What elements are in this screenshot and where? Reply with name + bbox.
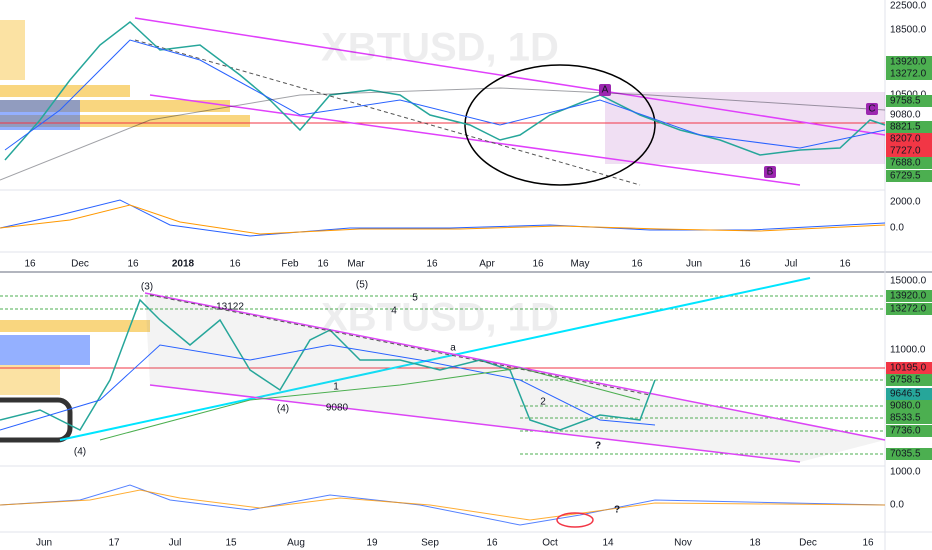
annotation: 13122 [216, 302, 244, 313]
price-badge [886, 362, 932, 374]
price-label: 7688.0 [890, 158, 921, 169]
time-label: 16 [426, 259, 438, 270]
price-label: 8533.5 [890, 413, 921, 424]
wave-label: B [767, 167, 774, 178]
time-label: Sep [421, 538, 439, 549]
time-label: 15 [225, 538, 237, 549]
price-label: 7727.0 [890, 146, 921, 157]
price-label: 9758.5 [890, 96, 921, 107]
time-label: 16 [486, 538, 498, 549]
time-label: Dec [799, 538, 817, 549]
time-label: Oct [542, 538, 558, 549]
price-badge [886, 170, 932, 182]
price-label: 9080.0 [890, 401, 921, 412]
time-label: 16 [229, 259, 241, 270]
wave-badge [866, 103, 878, 115]
time-label: Jul [169, 538, 182, 549]
price-badge [886, 388, 932, 400]
time-label: May [571, 259, 590, 270]
price-badge [886, 400, 932, 412]
time-label: 16 [317, 259, 329, 270]
price-label: 0.0 [890, 500, 904, 511]
price-badge [886, 303, 932, 315]
time-label: 16 [532, 259, 544, 270]
price-badge [886, 412, 932, 424]
time-label: 16 [739, 259, 751, 270]
time-label: 18 [749, 538, 761, 549]
price-label: 13272.0 [890, 69, 927, 80]
price-label: 7736.0 [890, 426, 921, 437]
annotation: 5 [412, 293, 418, 304]
price-badge [886, 425, 932, 437]
price-badge [886, 95, 932, 107]
price-label: 9758.5 [890, 375, 921, 386]
price-badge [886, 448, 932, 460]
time-label: 19 [366, 538, 378, 549]
wave-badge [599, 84, 611, 96]
price-badge [886, 157, 932, 169]
time-label: 16 [862, 538, 874, 549]
wave-badge [764, 166, 776, 178]
annotation: (5) [356, 280, 368, 291]
price-label: 9080.0 [890, 110, 921, 121]
time-label: Apr [479, 259, 495, 270]
watermark: XBTUSD, 1D [321, 296, 559, 340]
price-badge [886, 145, 932, 157]
price-badge [886, 68, 932, 80]
time-label: 16 [839, 259, 851, 270]
time-label: 16 [24, 259, 36, 270]
time-label: Aug [287, 538, 305, 549]
price-label: 9646.5 [890, 389, 921, 400]
watermark: XBTUSD, 1D [321, 26, 559, 70]
price-label: 13272.0 [890, 304, 927, 315]
price-label: 1000.0 [890, 467, 921, 478]
annotation: 1 [333, 382, 339, 393]
time-label: 16 [631, 259, 643, 270]
annotation: 9080 [326, 403, 349, 414]
annotation: a [450, 343, 456, 354]
price-badge [886, 374, 932, 386]
price-badge [886, 290, 932, 302]
annotation: 4 [391, 306, 397, 317]
price-label: 6729.5 [890, 171, 921, 182]
time-label: 16 [127, 259, 139, 270]
wave-label: A [602, 85, 609, 96]
price-label: 0.0 [890, 223, 904, 234]
time-label: Dec [71, 259, 89, 270]
price-label: 18500.0 [890, 25, 927, 36]
time-label: 2018 [172, 259, 195, 270]
annotation: (3) [141, 282, 153, 293]
price-label: 13920.0 [890, 57, 927, 68]
price-label: 13920.0 [890, 291, 927, 302]
annotation: 2 [540, 397, 546, 408]
price-label: 22500.0 [890, 1, 927, 12]
price-label: 8207.0 [890, 134, 921, 145]
price-label: 15000.0 [890, 276, 927, 287]
time-label: 17 [108, 538, 120, 549]
price-label: 10195.0 [890, 363, 927, 374]
time-label: Jul [785, 259, 798, 270]
wave-label: C [868, 104, 875, 115]
time-label: Feb [281, 259, 299, 270]
price-label: 8821.5 [890, 122, 921, 133]
annotation: (4) [277, 404, 289, 415]
price-label: 11000.0 [890, 345, 926, 356]
price-badge [886, 133, 932, 145]
time-label: Jun [686, 259, 702, 270]
annotation: ? [614, 505, 620, 516]
price-label: 2000.0 [890, 197, 921, 208]
price-label: 7035.5 [890, 449, 921, 460]
time-label: Jun [36, 538, 52, 549]
annotation: (4) [74, 447, 86, 458]
price-badge [886, 121, 932, 133]
annotation: ? [595, 441, 601, 452]
time-label: Nov [674, 538, 692, 549]
time-label: 14 [602, 538, 614, 549]
time-label: Mar [347, 259, 365, 270]
price-badge [886, 56, 932, 68]
